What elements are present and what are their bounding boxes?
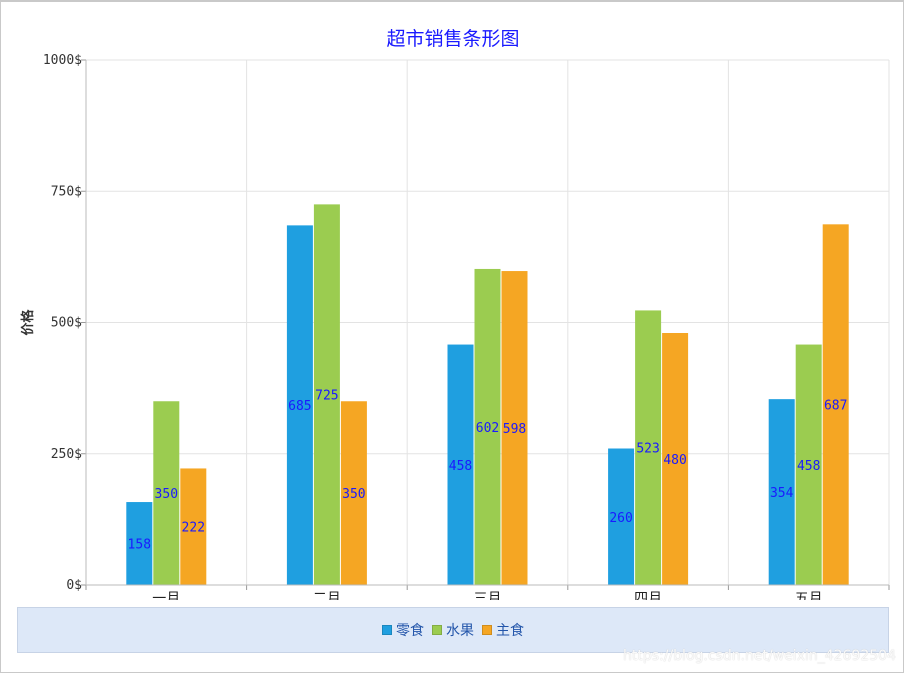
x-tick-label: 一月 (152, 591, 180, 600)
bar (795, 344, 822, 585)
y-tick-label: 1000$ (43, 53, 82, 68)
bar-value-label: 158 (128, 538, 151, 553)
legend-label: 零食 (396, 623, 424, 639)
legend-label: 水果 (446, 623, 474, 639)
bar (501, 271, 528, 585)
y-tick-label: 500$ (51, 316, 82, 331)
watermark: https://blog.csdn.net/weixin_42692504 (622, 648, 896, 664)
x-tick-label: 四月 (634, 591, 662, 600)
legend-swatch (432, 625, 442, 635)
bar-value-label: 354 (770, 486, 794, 501)
bar (313, 204, 340, 585)
bar-value-label: 458 (797, 459, 820, 474)
chart-title: 超市销售条形图 (386, 28, 520, 50)
bar (447, 344, 474, 585)
bar-value-label: 598 (503, 422, 526, 437)
bar-value-label: 523 (636, 442, 659, 457)
bar (822, 224, 849, 585)
bar (608, 448, 635, 585)
y-tick-label: 0$ (66, 578, 82, 593)
bar (635, 310, 662, 585)
bar-value-label: 260 (609, 511, 632, 526)
bar (340, 401, 367, 585)
bar-value-label: 458 (449, 459, 472, 474)
legend-item[interactable]: 主食 (482, 620, 524, 640)
bar (180, 468, 207, 585)
legend-item[interactable]: 零食 (382, 620, 424, 640)
y-tick-label: 250$ (51, 447, 82, 462)
bar (153, 401, 180, 585)
y-tick-label: 750$ (51, 184, 82, 199)
x-tick-label: 二月 (313, 591, 341, 600)
bar-value-label: 222 (182, 521, 205, 536)
legend-swatch (382, 625, 392, 635)
bar-value-label: 725 (315, 389, 338, 404)
bar (286, 225, 313, 585)
x-tick-label: 三月 (474, 591, 502, 600)
bar (474, 268, 501, 585)
bar-value-label: 687 (824, 399, 847, 414)
legend: 零食 水果 主食 (17, 607, 889, 653)
bar-value-label: 350 (155, 487, 178, 502)
bar-layer (126, 204, 849, 585)
bar-value-label: 480 (663, 453, 686, 468)
bar-value-label: 602 (476, 421, 499, 436)
bar (768, 399, 795, 585)
legend-label: 主食 (496, 623, 524, 639)
bar (126, 502, 153, 585)
bar-value-label: 685 (288, 399, 311, 414)
bar-value-label: 350 (342, 487, 365, 502)
y-axis-label: 价格 (20, 309, 36, 336)
legend-swatch (482, 625, 492, 635)
bar (662, 333, 689, 585)
x-tick-label: 五月 (795, 591, 823, 600)
legend-item[interactable]: 水果 (432, 620, 474, 640)
